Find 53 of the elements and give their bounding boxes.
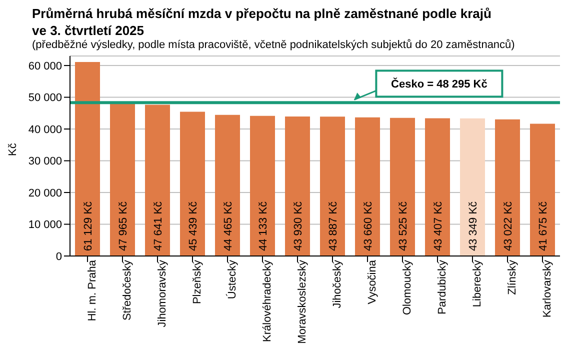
y-tick-label: 40 000 — [28, 124, 62, 136]
bar — [250, 116, 275, 256]
chart-subtitle: (předběžné výsledky, podle místa pracoviště, včetně podnikatelských subjektů do 20 zaměstnanců) — [32, 39, 515, 51]
y-tick-label: 30 000 — [28, 156, 62, 168]
data-label: 43 407 Kč — [432, 200, 444, 251]
x-tick-label: Olomoucký — [401, 260, 414, 316]
x-tick-label: Zlínský — [506, 260, 518, 295]
x-tick-label: Liberecký — [471, 260, 484, 308]
bar — [110, 104, 135, 256]
bar — [495, 119, 520, 256]
data-label: 47 965 Kč — [117, 200, 130, 251]
y-tick-label: 20 000 — [28, 187, 62, 200]
data-label: 41 675 Kč — [537, 200, 550, 251]
data-label: 43 660 Kč — [362, 200, 374, 251]
x-tick-label: Královéhradecký — [261, 260, 274, 342]
x-tick-label: Vysočina — [366, 259, 378, 304]
x-tick-label: Pardubický — [436, 260, 448, 314]
bar — [320, 116, 345, 256]
data-label: 61 129 Kč — [82, 200, 94, 251]
x-tick-label: Karlovarský — [541, 260, 554, 318]
x-tick-label: Jihomoravský — [156, 260, 168, 328]
data-label: 45 439 Kč — [187, 200, 200, 251]
y-axis-title: Kč — [6, 142, 19, 156]
data-label: 43 930 Kč — [292, 200, 304, 251]
x-tick-label: Ústecký — [225, 260, 238, 300]
bar — [145, 104, 170, 256]
y-tick-label: 0 — [56, 250, 62, 263]
bar — [390, 118, 415, 256]
x-tick-label: Plzeňský — [191, 260, 204, 304]
x-tick-label: Moravskoslezský — [296, 260, 308, 344]
y-tick-label: 10 000 — [28, 219, 62, 232]
bar — [460, 118, 485, 256]
y-tick-label: 60 000 — [28, 60, 62, 72]
data-label: 43 887 Kč — [327, 200, 340, 251]
ref-line-label: Česko = 48 295 Kč — [391, 78, 488, 91]
bar — [215, 114, 240, 256]
data-label: 43 525 Kč — [397, 200, 410, 251]
bar — [355, 117, 380, 256]
bar — [75, 62, 100, 256]
x-tick-label: Středočeský — [121, 260, 134, 321]
data-label: 44 465 Kč — [222, 200, 234, 251]
x-tick-label: Hl. m. Praha — [86, 259, 98, 322]
data-label: 47 641 Kč — [152, 200, 164, 251]
bar — [180, 112, 205, 256]
y-tick-label: 50 000 — [28, 92, 62, 104]
bar — [425, 118, 450, 256]
data-label: 43 349 Kč — [467, 200, 480, 251]
data-label: 44 133 Kč — [257, 200, 270, 251]
chart-title: Průměrná hrubá měsíční mzda v přepočtu na plně zaměstnané podle krajů ve 3. čtvrtletí 2025 — [32, 5, 492, 39]
bar — [285, 116, 310, 256]
bar — [530, 124, 555, 256]
data-label: 43 022 Kč — [502, 200, 514, 251]
x-tick-label: Jihočeský — [331, 260, 344, 308]
